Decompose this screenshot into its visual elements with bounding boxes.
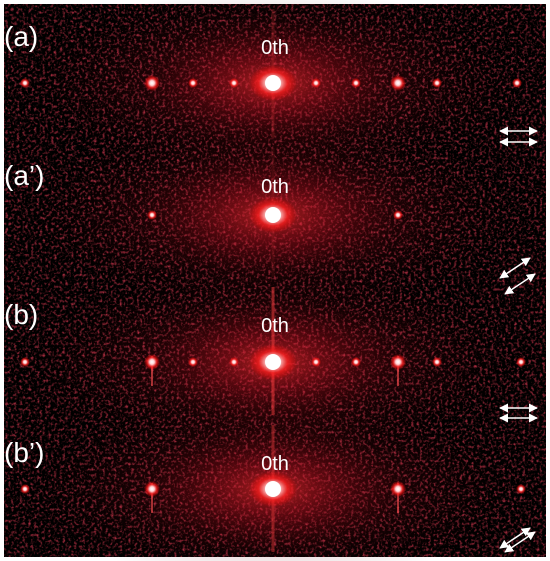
diffraction-spot	[188, 78, 198, 88]
zero-order-spot	[265, 207, 281, 223]
diffraction-spot	[20, 484, 30, 494]
diffraction-spot	[516, 357, 526, 367]
zero-order-spot	[265, 354, 281, 370]
polarization-arrows	[499, 126, 538, 553]
diffraction-spot	[351, 78, 361, 88]
panel-label: (a’)	[4, 160, 44, 191]
diffraction-spot	[188, 357, 198, 367]
diffraction-spot	[512, 78, 522, 88]
diffraction-spot	[144, 354, 160, 370]
order-label: 0th	[261, 453, 289, 475]
arrow	[504, 531, 536, 553]
diffraction-spot	[432, 78, 442, 88]
diffraction-spot	[229, 357, 239, 367]
diffraction-spot	[390, 75, 406, 91]
panel-label: (b’)	[4, 437, 44, 468]
diffraction-spot	[20, 357, 30, 367]
diffraction-spot	[516, 484, 526, 494]
zero-order-spot	[265, 75, 281, 91]
diffraction-spot	[351, 357, 361, 367]
spot-streak	[151, 483, 153, 513]
diffraction-spot	[20, 78, 30, 88]
diffraction-spot	[147, 210, 157, 220]
order-label: 0th	[261, 37, 289, 59]
order-label: 0th	[261, 176, 289, 198]
zero-order-spot	[265, 481, 281, 497]
diffraction-spot	[311, 357, 321, 367]
spot-streak	[151, 356, 153, 386]
order-label: 0th	[261, 315, 289, 337]
diffraction-spot	[390, 354, 406, 370]
panels	[4, 0, 546, 561]
spot-streak	[397, 356, 399, 386]
diffraction-spot	[311, 78, 321, 88]
diffraction-spot	[393, 210, 403, 220]
spot-streak	[397, 483, 399, 513]
diffraction-spot	[144, 75, 160, 91]
panel-label: (b)	[4, 299, 38, 330]
panel-label: (a)	[4, 21, 38, 52]
labels: (a) 0th (a’) 0th (b) 0th (b’) 0th	[4, 21, 289, 475]
diffraction-panel	[4, 394, 546, 561]
diffraction-spot	[432, 357, 442, 367]
diffraction-panel	[4, 120, 546, 310]
diffraction-spot	[229, 78, 239, 88]
diffraction-spot	[144, 481, 160, 497]
diffraction-spot	[390, 481, 406, 497]
arrow	[504, 273, 536, 295]
